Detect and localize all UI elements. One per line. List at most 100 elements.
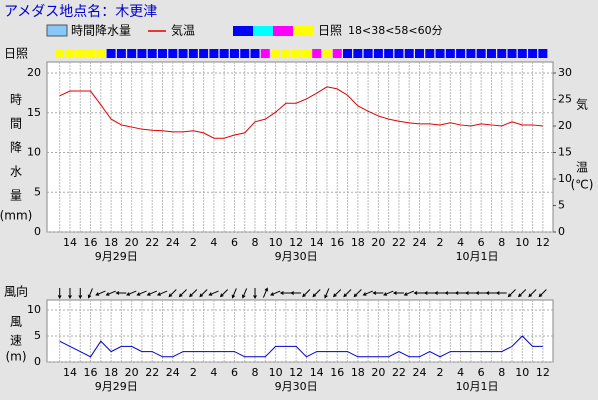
y-axis-label: 時 [10, 93, 22, 107]
x-tick-label: 10 [269, 236, 283, 249]
wind-arrow [362, 290, 373, 296]
sunshine-cell [55, 49, 65, 58]
wind-arrow [343, 289, 352, 298]
sunshine-cell [127, 49, 137, 58]
date-label: 10月1日 [456, 380, 499, 393]
plot-area [46, 299, 554, 363]
sunshine-cell [250, 49, 260, 58]
wind-arrow [324, 288, 330, 299]
legend-swatch [46, 24, 68, 37]
wind-arrow [485, 291, 497, 295]
wind-arrow [312, 289, 321, 298]
x-tick-label: 16 [330, 236, 344, 249]
x-tick-label: 4 [210, 236, 217, 249]
x-tick-label: 14 [310, 366, 324, 379]
y2-tick-label: 5 [558, 199, 565, 212]
wind-arrow [262, 287, 269, 298]
y-axis-label: 速 [10, 334, 22, 348]
wind-arrow [199, 289, 208, 298]
x-tick-label: 12 [289, 236, 303, 249]
x-tick-label: 16 [84, 366, 98, 379]
x-tick-label: 10 [515, 236, 529, 249]
date-label: 9月30日 [275, 250, 318, 263]
legend-label: 気温 [171, 23, 195, 38]
x-tick-label: 4 [210, 366, 217, 379]
wind-arrow [518, 289, 527, 298]
wind-arrow [538, 289, 547, 298]
x-tick-label: 6 [231, 236, 238, 249]
sunshine-cell [415, 49, 424, 58]
sunshine-cell [199, 49, 209, 58]
x-tick-label: 24 [166, 366, 180, 379]
date-label: 9月30日 [275, 380, 318, 393]
sunshine-cell [271, 49, 281, 58]
line [59, 335, 543, 358]
y-axis-label: (mm) [0, 209, 32, 223]
wind-arrow [279, 291, 291, 295]
sunshine-cell [435, 49, 445, 58]
x-tick-label: 18 [104, 236, 118, 249]
wind-arrow [392, 291, 404, 295]
x-tick-label: 6 [478, 366, 485, 379]
sunshine-cell [301, 49, 311, 58]
y-axis-label: 降 [10, 141, 22, 155]
wind-arrow [413, 291, 425, 295]
x-tick-label: 16 [330, 366, 344, 379]
sunshine-cell [178, 49, 188, 58]
wind-arrow [78, 288, 83, 300]
sunshine-cell [456, 49, 466, 58]
y2-tick-label: 0 [558, 225, 565, 238]
sunshine-cell [466, 49, 476, 58]
y-axis-label: 風 [10, 315, 22, 329]
wind-arrow [126, 290, 137, 296]
x-tick-label: 24 [166, 236, 180, 249]
sunshine-cell [528, 49, 538, 58]
wind-arrow [178, 289, 187, 298]
wind-arrow [528, 289, 537, 298]
sunshine-cell [96, 49, 106, 58]
y-tick-label: 0 [34, 355, 41, 368]
x-tick-label: 8 [252, 366, 259, 379]
y2-axis-label: 気 [576, 97, 588, 112]
wind-arrow [372, 291, 384, 295]
x-tick-label: 18 [351, 236, 365, 249]
x-tick-label: 14 [63, 366, 77, 379]
y-axis-label: 水 [10, 165, 22, 179]
x-tick-label: 4 [457, 236, 464, 249]
y-tick-label: 10 [27, 303, 41, 316]
x-tick-label: 8 [498, 236, 505, 249]
x-tick-label: 8 [252, 236, 259, 249]
wind-arrow [156, 290, 168, 296]
sunshine-cell [219, 49, 229, 58]
sunshine-cell [106, 49, 116, 58]
sunshine-cell [158, 49, 167, 58]
legend-swatch [233, 26, 253, 36]
wind-arrow [403, 290, 415, 296]
y2-tick-label: 30 [558, 66, 572, 79]
plot-area [46, 61, 554, 233]
x-tick-label: 10 [515, 366, 529, 379]
y-tick-label: 5 [34, 329, 41, 342]
sunshine-cell [394, 49, 404, 58]
row-label: 風向 [4, 284, 28, 299]
wind-arrow [115, 291, 127, 295]
x-tick-label: 18 [351, 366, 365, 379]
wind-arrow [95, 290, 106, 296]
sunshine-cell [373, 49, 383, 58]
wind-arrow [253, 288, 257, 300]
sunshine-cell [291, 49, 301, 58]
y2-axis-label: (℃) [571, 178, 594, 192]
sunshine-cell [168, 49, 178, 58]
sunshine-cell [312, 49, 322, 58]
wind-arrow [332, 289, 342, 298]
x-tick-label: 12 [536, 366, 550, 379]
sunshine-cell [281, 49, 291, 58]
wind-arrow [231, 288, 237, 299]
wind-arrow [475, 291, 487, 295]
wind-arrow [57, 288, 62, 300]
x-tick-label: 20 [125, 366, 139, 379]
wind-arrow [290, 291, 302, 295]
y-tick-label: 20 [27, 66, 41, 79]
sunshine-cell [86, 49, 96, 58]
x-tick-label: 12 [289, 366, 303, 379]
